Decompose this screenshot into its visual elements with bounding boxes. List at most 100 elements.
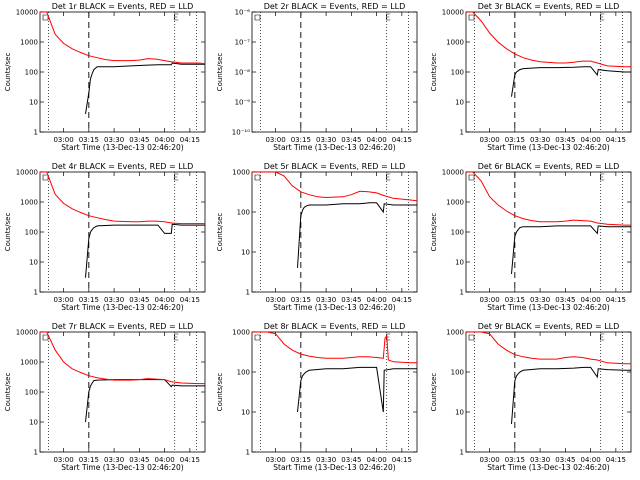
end-marker-glyph (174, 13, 179, 21)
x-tick-label: 03:45 (129, 456, 149, 464)
y-tick-label: 1000 (232, 169, 250, 177)
y-tick-label: 10 (241, 249, 250, 257)
x-axis-label: Start Time (13-Dec-13 02:46:20) (61, 303, 183, 312)
x-tick-label: 03:45 (555, 136, 575, 144)
x-tick-label: 03:15 (505, 296, 525, 304)
panel-title: Det 5r BLACK = Events, RED = LLD (264, 162, 406, 171)
panel-title: Det 3r BLACK = Events, RED = LLD (478, 2, 620, 11)
y-tick-label: 10000 (16, 9, 38, 17)
x-tick-label: 03:45 (129, 296, 149, 304)
x-tick-label: 04:00 (366, 136, 386, 144)
panel-title: Det 7r BLACK = Events, RED = LLD (52, 322, 194, 331)
start-marker-glyph (42, 14, 49, 21)
x-tick-label: 04:00 (154, 296, 174, 304)
start-marker-glyph (254, 334, 261, 341)
lld-series-line (466, 332, 631, 365)
plot-frame (39, 331, 206, 453)
y-axis-label: Counts/sec (216, 53, 224, 92)
x-axis-label: Start Time (13-Dec-13 02:46:20) (61, 143, 183, 152)
plot-frame (251, 171, 418, 293)
y-tick-label: 10 (455, 259, 464, 267)
panel-title: Det 9r BLACK = Events, RED = LLD (478, 322, 620, 331)
x-tick-label: 03:00 (53, 296, 73, 304)
x-tick-label: 03:30 (104, 296, 124, 304)
x-axis-label: Start Time (13-Dec-13 02:46:20) (61, 463, 183, 472)
x-tick-label: 03:30 (104, 136, 124, 144)
x-tick-label: 04:15 (180, 296, 200, 304)
panel-title: Det 6r BLACK = Events, RED = LLD (478, 162, 620, 171)
x-tick-label: 03:45 (341, 456, 361, 464)
events-series-line (297, 202, 417, 268)
y-tick-label: 1000 (446, 39, 464, 47)
y-axis-label: Counts/sec (430, 53, 438, 92)
y-tick-label: 100 (451, 369, 464, 377)
lld-series-line (252, 332, 417, 364)
x-tick-label: 03:15 (291, 296, 311, 304)
events-series-line (511, 225, 631, 274)
lld-series-line (40, 332, 205, 385)
y-axis-label: Counts/sec (216, 373, 224, 412)
start-marker-glyph (468, 334, 475, 341)
detector-panel: Det 1r BLACK = Events, RED = LLD 03:00 03:… (4, 2, 206, 152)
x-axis-label: Start Time (13-Dec-13 02:46:20) (273, 143, 395, 152)
x-tick-label: 03:45 (341, 136, 361, 144)
y-tick-label: 10⁻⁸ (235, 69, 251, 77)
plot-frame (39, 171, 206, 293)
y-tick-label: 1 (460, 449, 464, 457)
y-tick-label: 1000 (20, 199, 38, 207)
y-tick-label: 100 (25, 229, 38, 237)
y-tick-label: 100 (451, 229, 464, 237)
y-tick-label: 10000 (16, 169, 38, 177)
x-tick-label: 04:15 (392, 456, 412, 464)
x-tick-label: 03:45 (555, 456, 575, 464)
end-marker-glyph (174, 173, 179, 181)
events-series-line (511, 366, 631, 425)
y-tick-label: 10⁻⁷ (235, 39, 251, 47)
x-tick-label: 03:30 (316, 296, 336, 304)
x-tick-label: 03:45 (341, 296, 361, 304)
end-marker-glyph (174, 333, 179, 341)
plot-frame (39, 11, 206, 133)
detector-panel: Det 8r BLACK = Events, RED = LLD 03:00 03:… (216, 322, 418, 472)
lld-series-line (252, 172, 417, 202)
start-marker-glyph (42, 174, 49, 181)
y-tick-label: 1000 (446, 199, 464, 207)
detector-panel: Det 9r BLACK = Events, RED = LLD 03:00 03:… (430, 322, 632, 472)
x-axis-label: Start Time (13-Dec-13 02:46:20) (273, 303, 395, 312)
y-tick-label: 1 (460, 289, 464, 297)
x-tick-label: 03:00 (479, 136, 499, 144)
x-tick-label: 03:00 (265, 456, 285, 464)
x-axis-label: Start Time (13-Dec-13 02:46:20) (273, 463, 395, 472)
lld-series-line (466, 12, 631, 68)
y-axis-label: Counts/sec (216, 213, 224, 252)
detector-panel: Det 4r BLACK = Events, RED = LLD 03:00 03:… (4, 162, 206, 312)
y-axis-label: Counts/sec (430, 373, 438, 412)
x-tick-label: 03:30 (316, 136, 336, 144)
y-axis-label: Counts/sec (4, 53, 12, 92)
x-tick-label: 03:30 (316, 456, 336, 464)
x-tick-label: 04:00 (154, 136, 174, 144)
x-tick-label: 03:00 (265, 136, 285, 144)
x-tick-label: 03:15 (79, 456, 99, 464)
x-tick-label: 03:30 (530, 456, 550, 464)
y-axis-label: Counts/sec (430, 213, 438, 252)
start-marker-glyph (254, 174, 261, 181)
end-marker-glyph (600, 333, 605, 341)
x-tick-label: 04:00 (580, 296, 600, 304)
x-tick-label: 03:15 (505, 456, 525, 464)
detector-panel: Det 2r BLACK = Events, RED = LLD 03:00 03:… (216, 2, 418, 152)
y-tick-label: 10 (455, 409, 464, 417)
y-tick-label: 1000 (20, 39, 38, 47)
y-tick-label: 10000 (442, 169, 464, 177)
panel-title: Det 2r BLACK = Events, RED = LLD (264, 2, 406, 11)
panel-title: Det 1r BLACK = Events, RED = LLD (52, 2, 194, 11)
detector-panel: Det 6r BLACK = Events, RED = LLD 03:00 03:… (430, 162, 632, 312)
start-marker-glyph (468, 14, 475, 21)
y-tick-label: 1000 (232, 329, 250, 337)
panel-title: Det 4r BLACK = Events, RED = LLD (52, 162, 194, 171)
x-tick-label: 04:15 (606, 136, 626, 144)
y-tick-label: 10⁻⁶ (235, 9, 251, 17)
x-axis-label: Start Time (13-Dec-13 02:46:20) (487, 463, 609, 472)
x-tick-label: 04:15 (392, 136, 412, 144)
